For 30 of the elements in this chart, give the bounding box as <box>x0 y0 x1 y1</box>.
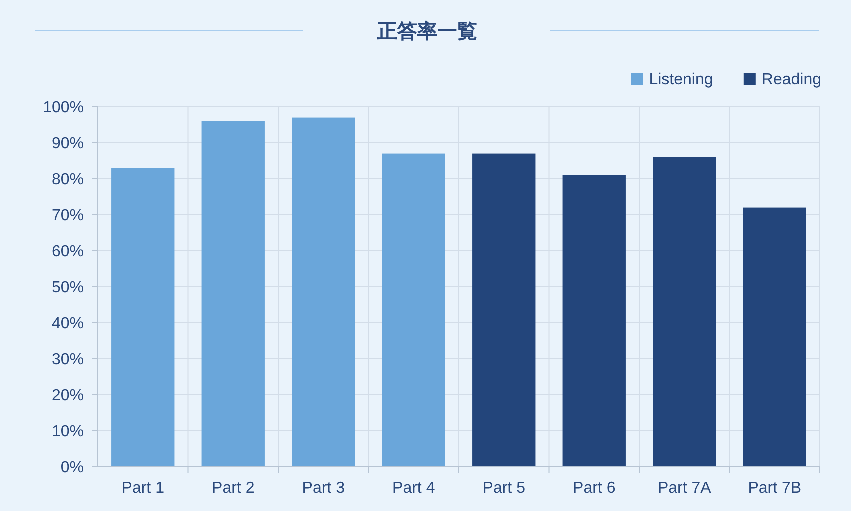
y-tick-label: 100% <box>43 100 84 117</box>
chart-title: 正答率一覧 <box>376 20 478 43</box>
x-tick-label: Part 2 <box>212 480 255 497</box>
bar <box>382 154 446 467</box>
y-tick-label: 70% <box>52 208 84 225</box>
y-tick-label: 40% <box>52 316 84 333</box>
x-tick-label: Part 6 <box>573 480 616 497</box>
bar <box>743 208 806 467</box>
x-tick-label: Part 5 <box>482 480 526 497</box>
y-tick-label: 10% <box>52 424 84 441</box>
bar <box>562 175 626 467</box>
bar <box>472 154 536 467</box>
bar <box>653 157 716 467</box>
bar <box>112 168 175 467</box>
y-tick-label: 60% <box>52 244 84 261</box>
bar <box>202 121 265 467</box>
y-tick-label: 80% <box>52 172 84 189</box>
y-tick-label: 20% <box>52 388 84 405</box>
y-tick-label: 90% <box>52 136 84 153</box>
x-tick-label: Part 4 <box>392 480 436 497</box>
legend-label: Reading <box>762 72 822 89</box>
y-tick-label: 50% <box>52 280 84 297</box>
legend-label: Listening <box>649 72 714 89</box>
x-tick-label: Part 3 <box>302 480 346 497</box>
x-tick-label: Part 7A <box>658 480 712 497</box>
x-tick-label: Part 1 <box>122 480 165 497</box>
bar <box>292 118 356 467</box>
y-tick-label: 30% <box>52 352 84 369</box>
x-tick-label: Part 7B <box>748 480 802 497</box>
y-tick-label: 0% <box>60 460 84 477</box>
